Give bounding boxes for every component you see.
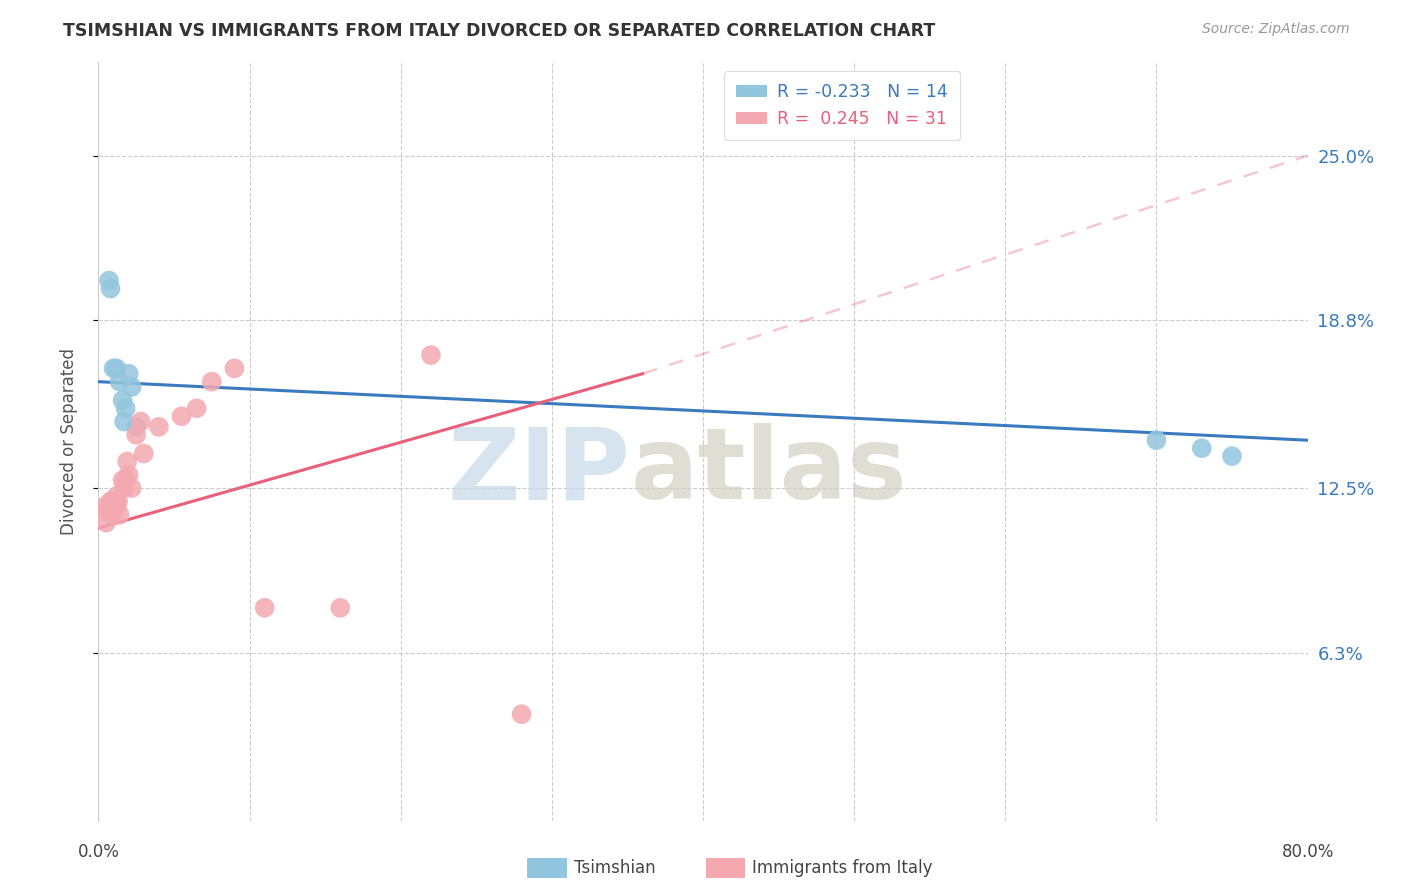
- Text: TSIMSHIAN VS IMMIGRANTS FROM ITALY DIVORCED OR SEPARATED CORRELATION CHART: TSIMSHIAN VS IMMIGRANTS FROM ITALY DIVOR…: [63, 22, 935, 40]
- Point: [101, 508, 124, 522]
- Point: [108, 375, 131, 389]
- Point: [118, 467, 141, 482]
- Point: [253, 600, 276, 615]
- Point: [129, 415, 152, 429]
- Point: [201, 375, 224, 389]
- Text: Immigrants from Italy: Immigrants from Italy: [752, 859, 932, 877]
- Text: 80.0%: 80.0%: [1281, 844, 1334, 862]
- Point: [96, 505, 118, 519]
- Point: [115, 454, 138, 468]
- Point: [111, 393, 134, 408]
- Point: [111, 473, 134, 487]
- Point: [101, 494, 124, 508]
- Point: [148, 420, 170, 434]
- Point: [94, 516, 117, 530]
- Y-axis label: Divorced or Separated: Divorced or Separated: [59, 348, 77, 535]
- Point: [112, 415, 135, 429]
- Point: [105, 361, 128, 376]
- Point: [170, 409, 193, 424]
- Point: [103, 361, 125, 376]
- Point: [100, 494, 122, 508]
- Text: Tsimshian: Tsimshian: [574, 859, 655, 877]
- Point: [100, 282, 122, 296]
- Point: [114, 473, 136, 487]
- Point: [105, 500, 128, 514]
- Point: [420, 348, 443, 362]
- Text: Source: ZipAtlas.com: Source: ZipAtlas.com: [1202, 22, 1350, 37]
- Point: [224, 361, 246, 376]
- Point: [118, 367, 141, 381]
- Text: atlas: atlas: [630, 424, 907, 520]
- Point: [93, 500, 115, 514]
- Point: [112, 481, 135, 495]
- Legend: R = -0.233   N = 14, R =  0.245   N = 31: R = -0.233 N = 14, R = 0.245 N = 31: [724, 71, 960, 140]
- Point: [1144, 434, 1167, 448]
- Point: [510, 707, 533, 722]
- Point: [98, 500, 121, 514]
- Text: ZIP: ZIP: [447, 424, 630, 520]
- Point: [105, 489, 128, 503]
- Point: [107, 494, 129, 508]
- Point: [1191, 441, 1213, 455]
- Point: [125, 420, 148, 434]
- Point: [329, 600, 352, 615]
- Text: 0.0%: 0.0%: [77, 844, 120, 862]
- Point: [125, 428, 148, 442]
- Point: [98, 274, 121, 288]
- Point: [108, 508, 131, 522]
- Point: [121, 481, 143, 495]
- Point: [186, 401, 208, 416]
- Point: [132, 446, 155, 460]
- Point: [103, 500, 125, 514]
- Point: [114, 401, 136, 416]
- Point: [1220, 449, 1243, 463]
- Point: [104, 494, 127, 508]
- Point: [121, 380, 143, 394]
